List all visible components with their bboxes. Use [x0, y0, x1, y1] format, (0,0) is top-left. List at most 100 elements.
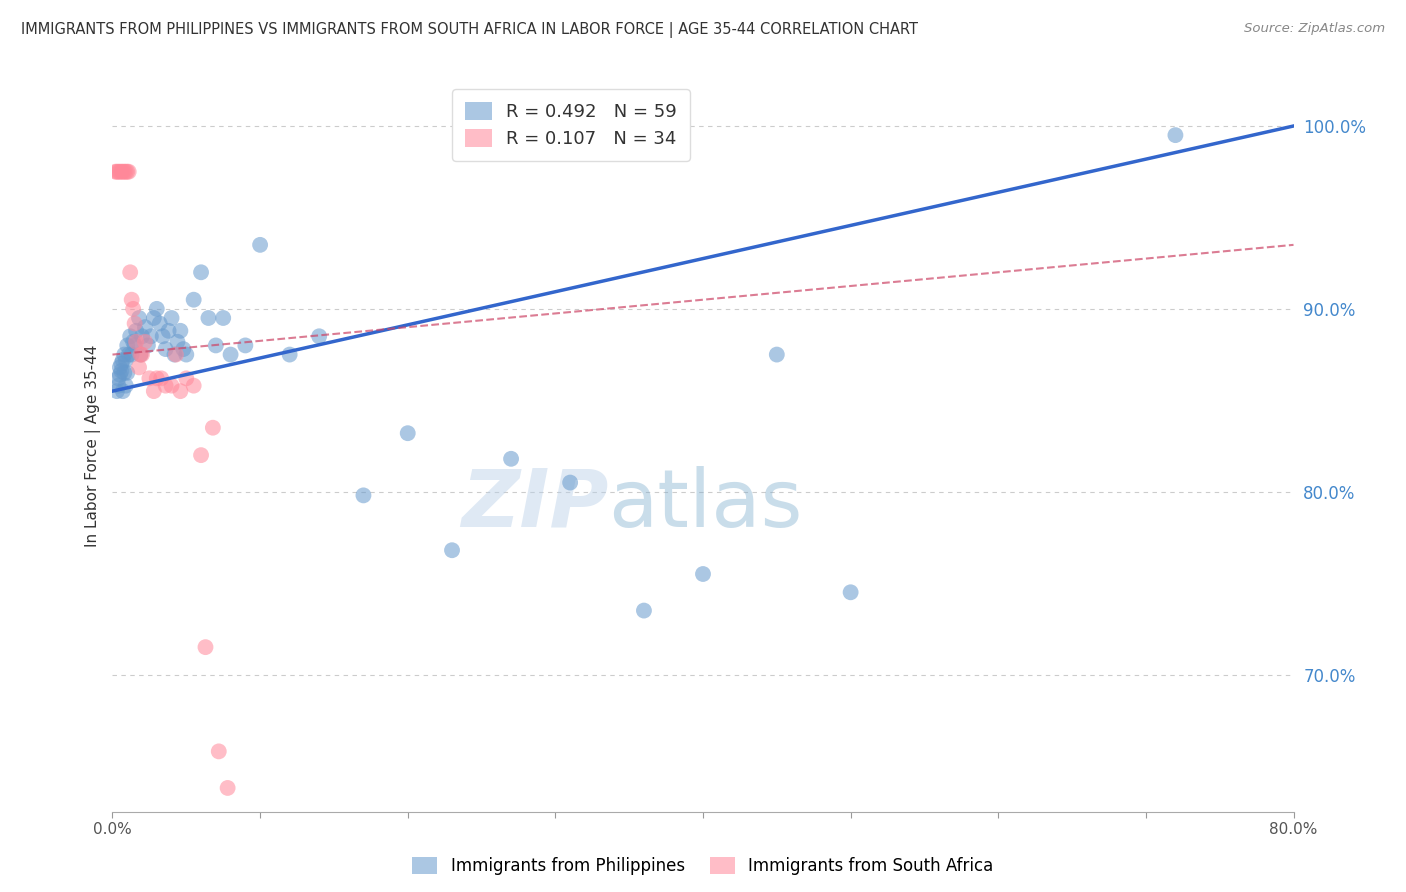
Point	[1164, 128, 1187, 142]
Point	[121, 293, 143, 307]
Point	[122, 334, 145, 349]
Point	[396, 426, 419, 441]
Point	[124, 338, 146, 352]
Point	[124, 317, 146, 331]
Point	[129, 347, 152, 362]
Text: IMMIGRANTS FROM PHILIPPINES VS IMMIGRANTS FROM SOUTH AFRICA IN LABOR FORCE | AGE: IMMIGRANTS FROM PHILIPPINES VS IMMIGRANT…	[21, 22, 918, 38]
Point	[766, 347, 789, 362]
Point	[278, 347, 301, 362]
Point	[212, 310, 235, 325]
Point	[692, 567, 714, 582]
Point	[839, 585, 862, 599]
Point	[104, 164, 127, 178]
Point	[125, 324, 148, 338]
Point	[107, 371, 129, 385]
Point	[128, 310, 150, 325]
Point	[114, 353, 136, 368]
Point	[146, 301, 169, 316]
Point	[138, 371, 160, 385]
Point	[233, 338, 256, 352]
Point	[117, 338, 138, 352]
Point	[146, 371, 169, 385]
Point	[129, 347, 152, 362]
Point	[157, 324, 180, 338]
Point	[208, 744, 231, 758]
Point	[110, 357, 132, 371]
Point	[131, 347, 153, 362]
Point	[219, 347, 242, 362]
Point	[169, 384, 191, 399]
Point	[118, 164, 141, 178]
Point	[112, 347, 135, 362]
Point	[107, 378, 129, 392]
Point	[110, 364, 132, 378]
Point	[174, 371, 197, 385]
Point	[134, 334, 156, 349]
Text: Source: ZipAtlas.com: Source: ZipAtlas.com	[1244, 22, 1385, 36]
Point	[108, 368, 131, 382]
Point	[152, 329, 174, 343]
Point	[108, 360, 131, 375]
Point	[183, 293, 205, 307]
Point	[205, 338, 228, 352]
Point	[142, 384, 165, 399]
Point	[160, 310, 183, 325]
Point	[633, 603, 655, 617]
Point	[105, 164, 128, 178]
Point	[166, 334, 188, 349]
Point	[131, 329, 153, 343]
Point	[194, 640, 217, 655]
Point	[105, 384, 128, 399]
Point	[174, 347, 197, 362]
Point	[160, 378, 183, 392]
Point	[172, 342, 194, 356]
Point	[501, 451, 523, 466]
Point	[139, 329, 162, 343]
Point	[155, 342, 177, 356]
Point	[558, 475, 582, 490]
Text: atlas: atlas	[609, 466, 803, 543]
Point	[308, 329, 330, 343]
Point	[217, 780, 239, 795]
Point	[108, 164, 131, 178]
Point	[136, 338, 159, 352]
Point	[110, 164, 132, 178]
Point	[169, 324, 191, 338]
Point	[163, 347, 186, 362]
Point	[201, 420, 224, 434]
Text: ZIP: ZIP	[461, 466, 609, 543]
Point	[120, 265, 142, 279]
Point	[117, 366, 138, 380]
Point	[441, 543, 464, 558]
Point	[142, 310, 165, 325]
Point	[114, 378, 136, 392]
Point	[117, 164, 138, 178]
Point	[122, 301, 145, 316]
Point	[120, 329, 142, 343]
Point	[150, 371, 173, 385]
Point	[128, 360, 150, 375]
Point	[190, 448, 212, 462]
Point	[125, 334, 148, 349]
Y-axis label: In Labor Force | Age 35-44: In Labor Force | Age 35-44	[86, 345, 101, 547]
Point	[249, 237, 271, 252]
Point	[114, 164, 136, 178]
Point	[197, 310, 219, 325]
Point	[183, 378, 205, 392]
Legend: R = 0.492   N = 59, R = 0.107   N = 34: R = 0.492 N = 59, R = 0.107 N = 34	[453, 89, 690, 161]
Point	[111, 384, 134, 399]
Legend: Immigrants from Philippines, Immigrants from South Africa: Immigrants from Philippines, Immigrants …	[404, 849, 1002, 884]
Point	[352, 488, 374, 502]
Point	[111, 164, 134, 178]
Point	[134, 320, 156, 334]
Point	[121, 347, 143, 362]
Point	[149, 317, 172, 331]
Point	[112, 366, 135, 380]
Point	[111, 353, 134, 368]
Point	[190, 265, 212, 279]
Point	[155, 378, 177, 392]
Point	[107, 164, 129, 178]
Point	[112, 164, 135, 178]
Point	[118, 347, 141, 362]
Point	[165, 347, 187, 362]
